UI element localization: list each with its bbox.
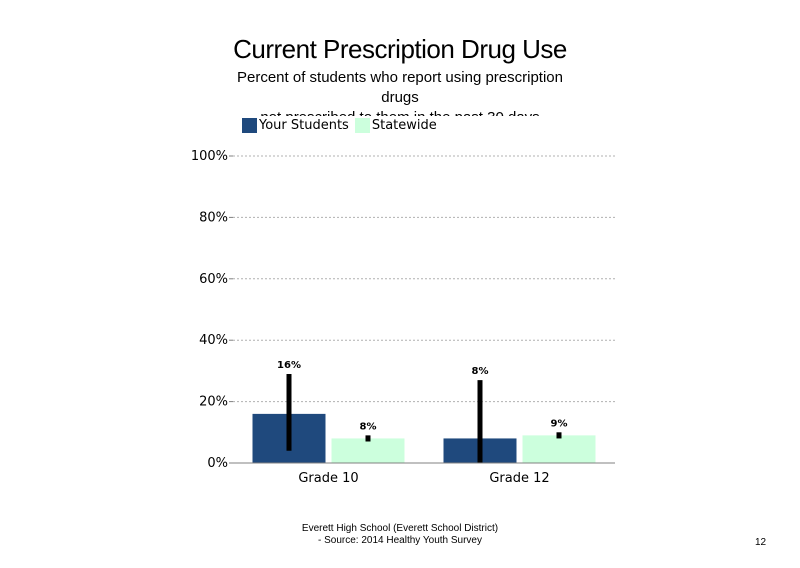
y-tick-label: 80% — [199, 210, 228, 225]
legend-swatch-statewide — [354, 118, 370, 133]
y-tick-label: 0% — [207, 456, 228, 471]
x-tick-label: Grade 12 — [489, 471, 549, 486]
legend-item-statewide: Statewide — [354, 118, 437, 133]
data-label: 16% — [277, 360, 301, 371]
legend-label-statewide: Statewide — [371, 118, 437, 133]
legend-label-your-students: Your Students — [259, 118, 349, 133]
y-tick-label: 100% — [191, 149, 228, 164]
data-label: 9% — [551, 418, 568, 429]
bar — [522, 435, 596, 463]
y-tick-label: 60% — [199, 272, 228, 287]
x-tick-label: Grade 10 — [298, 471, 358, 486]
chart-title: Current Prescription Drug Use — [233, 34, 567, 64]
bar — [331, 438, 405, 463]
legend-item-your-students: Your Students — [242, 118, 349, 133]
subtitle-line-1: Percent of students who report using pre… — [236, 69, 563, 86]
data-label: 8% — [360, 421, 377, 432]
footer-source: Everett High School (Everett School Dist… — [250, 523, 550, 547]
y-tick-label: 20% — [199, 395, 228, 410]
legend-swatch-your-students — [242, 118, 257, 133]
page-number: 12 — [755, 537, 767, 548]
chart-subtitle: Percent of students who report using pre… — [200, 68, 600, 116]
y-tick-label: 40% — [199, 333, 228, 348]
data-label: 8% — [472, 366, 489, 377]
subtitle-line-2: drugs — [381, 89, 419, 106]
subtitle-line-3: not prescribed to them in the past 30 da… — [200, 108, 600, 116]
footer-line-2: - Source: 2014 Healthy Youth Survey — [318, 535, 482, 546]
legend: Your Students Statewide — [242, 118, 443, 133]
footer-line-1: Everett High School (Everett School Dist… — [301, 523, 499, 534]
